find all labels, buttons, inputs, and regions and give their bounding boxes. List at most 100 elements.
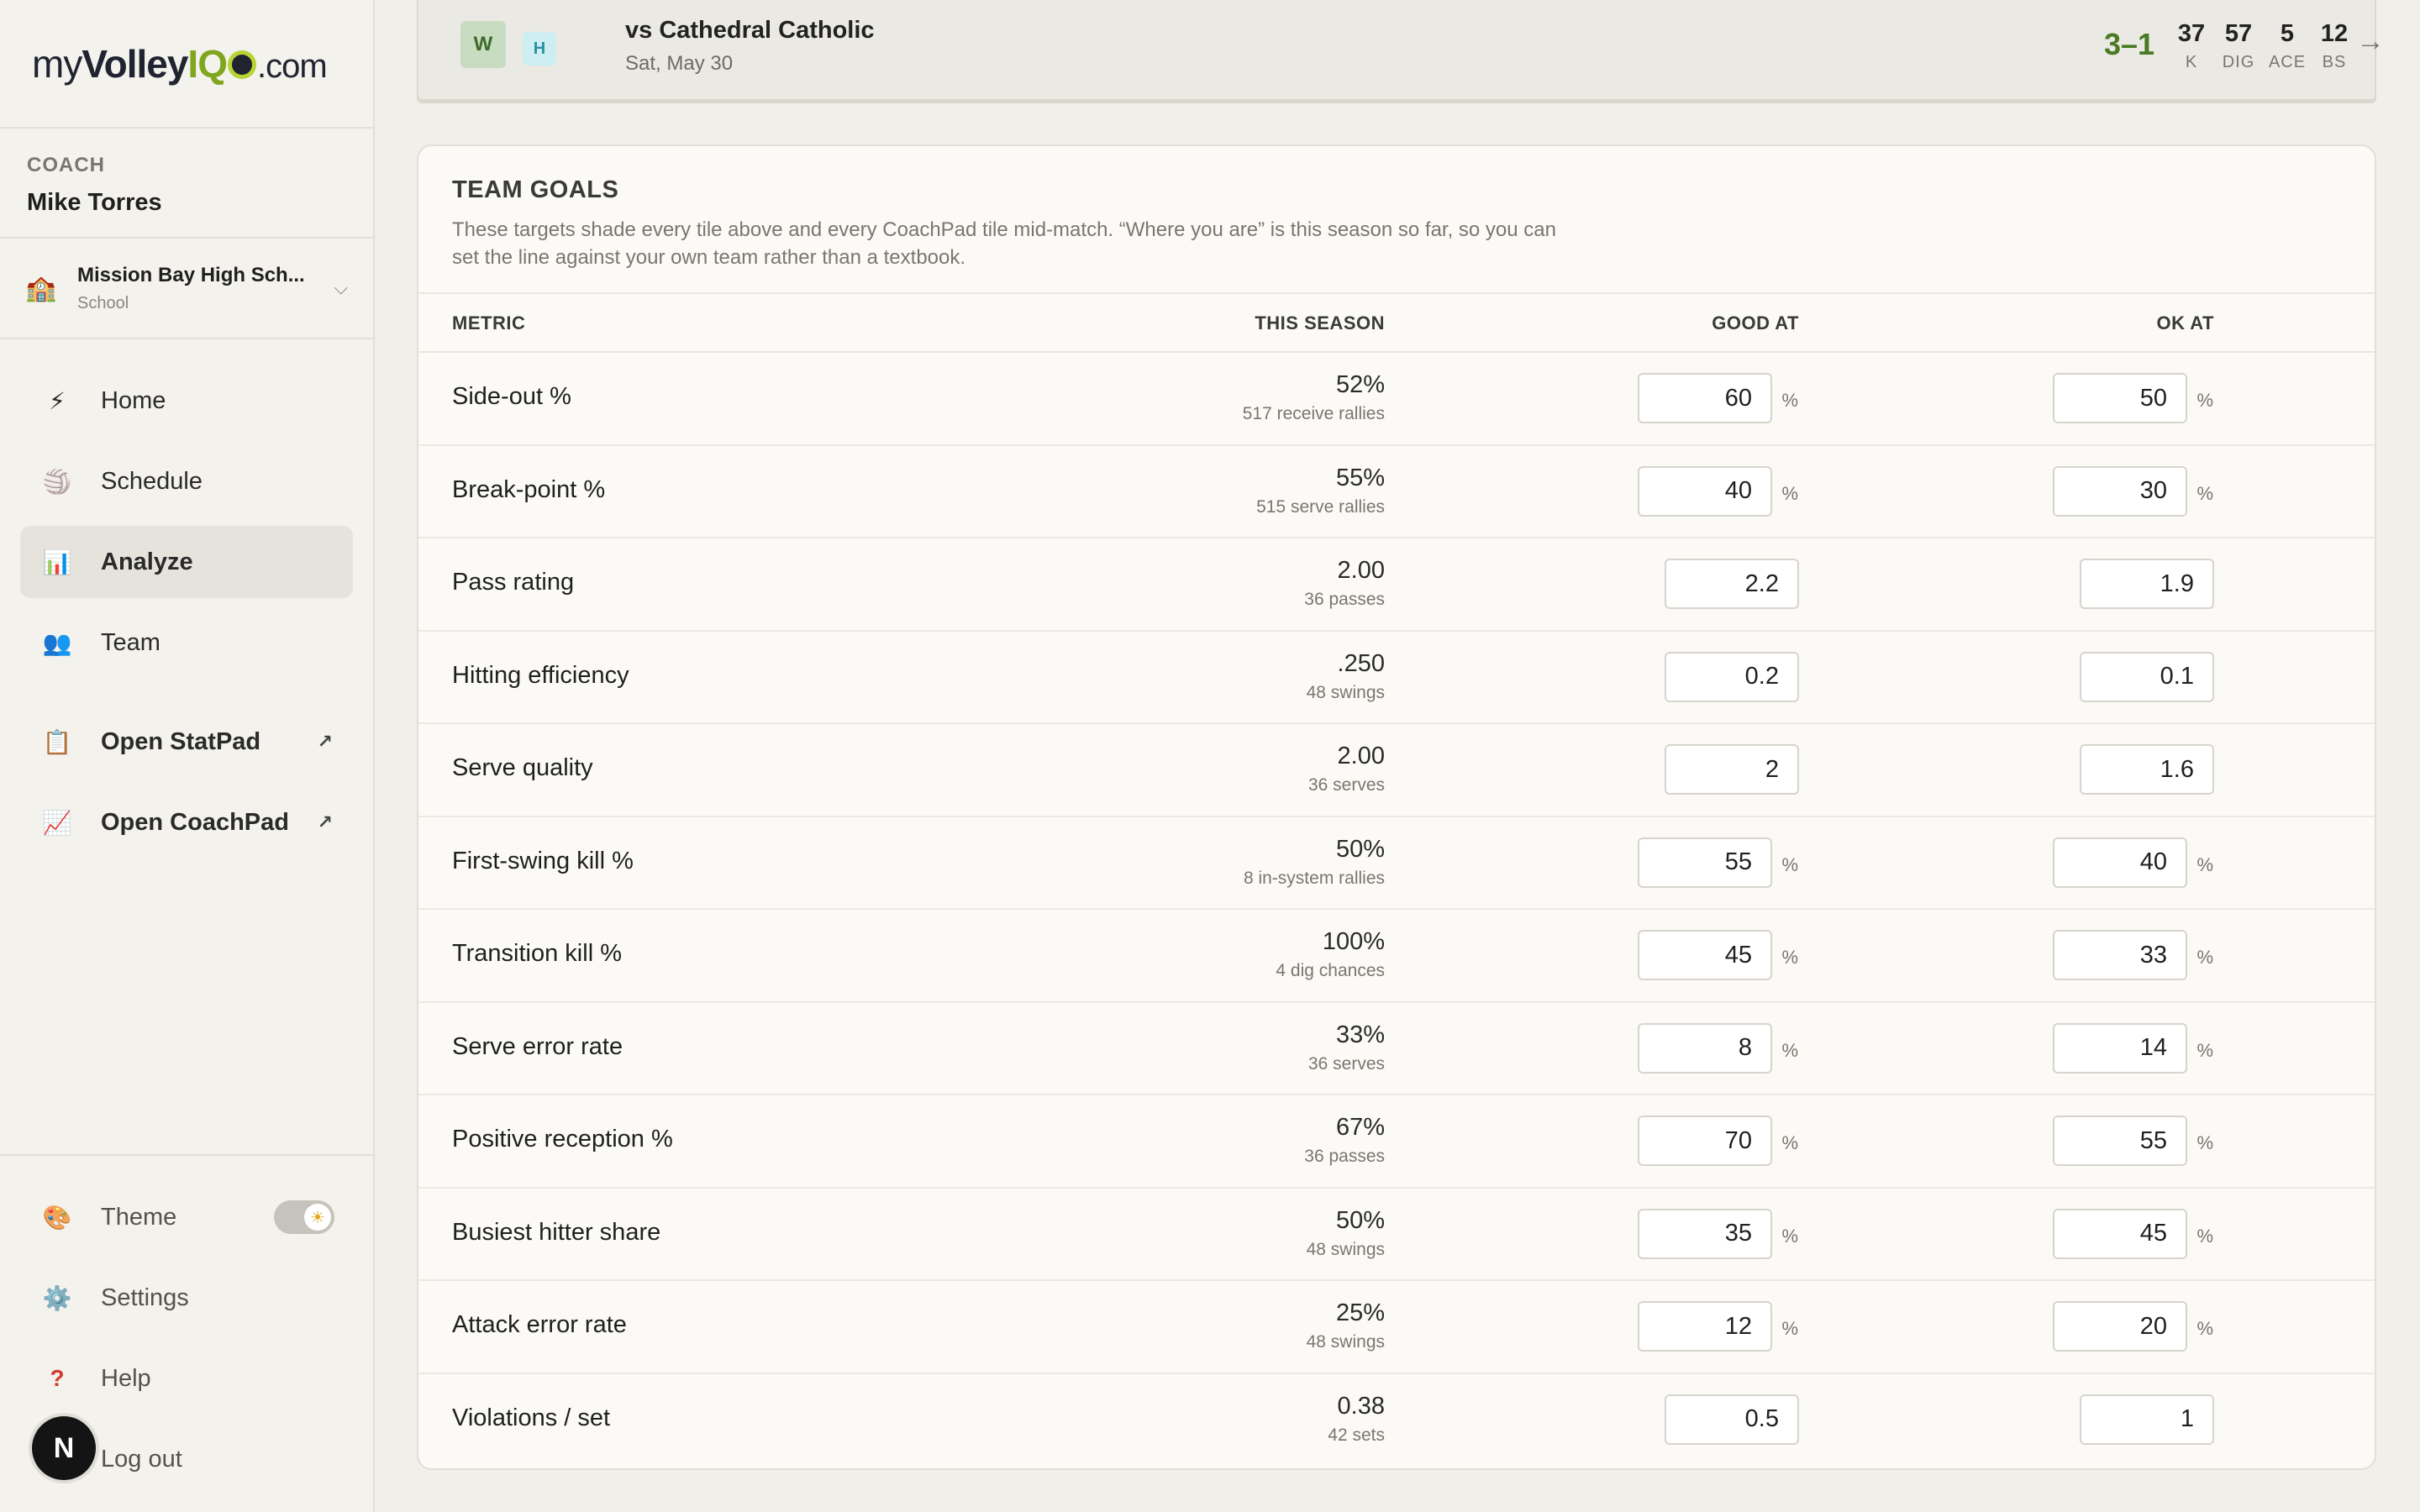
avatar[interactable]: N	[32, 1416, 96, 1480]
match-date: Sat, May 30	[625, 52, 734, 75]
match-summary-card[interactable]: W H vs Cathedral Catholic Sat, May 30 3–…	[417, 0, 2385, 101]
ok-at-input[interactable]	[2053, 930, 2187, 980]
good-at-input[interactable]	[1665, 651, 1799, 702]
ok-at-input[interactable]	[2053, 1116, 2187, 1166]
team-goals-title: TEAM GOALS	[452, 176, 619, 203]
ok-at-input[interactable]	[2080, 1394, 2214, 1445]
ok-at-input[interactable]	[2053, 837, 2187, 888]
ok-at-input[interactable]	[2080, 651, 2214, 702]
help-link[interactable]: ? Help	[20, 1342, 353, 1415]
metric-name: Hitting efficiency	[452, 661, 629, 689]
good-at-input[interactable]	[1665, 1394, 1799, 1445]
season-value: 25% 48 swings	[1306, 1299, 1385, 1352]
match-stat-digs: 57 DIG	[2222, 20, 2255, 71]
nav-item-label: Analyze	[101, 548, 193, 575]
chevron-down-icon: ⌵	[334, 277, 348, 298]
school-name: Mission Bay High Sch...	[77, 263, 305, 286]
metric-name: Positive reception %	[452, 1126, 673, 1152]
metric-name: Side-out %	[452, 383, 571, 410]
good-at-input[interactable]	[1638, 837, 1772, 888]
volleyball-logo-icon	[227, 50, 256, 79]
table-row: Serve error rate 33%36 serves%%	[418, 1003, 2375, 1095]
open-coachpad-link[interactable]: 📈 Open CoachPad ↗	[20, 786, 353, 858]
metric-name: Busiest hitter share	[452, 1218, 661, 1246]
match-score: 3–1	[2104, 27, 2155, 61]
home-badge: H	[523, 32, 556, 66]
good-at-input[interactable]	[1638, 373, 1772, 423]
lightning-icon: ⚡	[49, 387, 66, 414]
ok-at-input[interactable]	[2080, 559, 2214, 609]
good-at-input[interactable]	[1665, 744, 1799, 795]
ok-at-input[interactable]	[2053, 465, 2187, 517]
percent-unit: %	[2196, 390, 2213, 411]
ok-at-input[interactable]	[2053, 1301, 2187, 1352]
good-at-input[interactable]	[1638, 930, 1772, 980]
theme-toggle[interactable]: ☀	[274, 1200, 334, 1234]
percent-unit: %	[2196, 482, 2213, 504]
team-goals-header: TEAM GOALS These targets shade every til…	[418, 146, 2375, 294]
column-header-good: GOOD AT	[1712, 312, 1799, 333]
ok-at-input[interactable]	[2053, 1208, 2187, 1259]
percent-unit: %	[1781, 947, 1798, 968]
settings-link[interactable]: ⚙️ Settings	[20, 1262, 353, 1334]
nav-item-label: Schedule	[101, 467, 203, 495]
metric-name: Violations / set	[452, 1404, 611, 1431]
nav-item-analyze[interactable]: 📊 Analyze	[20, 526, 353, 598]
column-header-season: THIS SEASON	[1255, 312, 1385, 333]
good-at-input[interactable]	[1638, 1301, 1772, 1352]
metric-name: Transition kill %	[452, 940, 622, 967]
season-value: 33% 36 serves	[1307, 1021, 1385, 1074]
nav-item-schedule[interactable]: 🏐 Schedule	[20, 445, 353, 517]
percent-unit: %	[2196, 1318, 2213, 1339]
season-value: 2.00 36 passes	[1304, 557, 1385, 609]
theme-label: Theme	[101, 1203, 177, 1231]
table-row: Hitting efficiency .250 48 swings	[418, 632, 2375, 724]
logout-label: Log out	[101, 1445, 182, 1473]
logo[interactable]: my Volley I Q .com	[32, 41, 328, 86]
sun-icon: ☀	[304, 1204, 331, 1231]
metric-name: Pass rating	[452, 569, 575, 596]
school-selector[interactable]: 🏫 Mission Bay High Sch... School ⌵	[0, 239, 373, 339]
season-value: 67% 36 passes	[1304, 1114, 1385, 1166]
coach-info: COACH Mike Torres	[0, 129, 373, 239]
percent-unit: %	[1781, 1318, 1798, 1339]
season-value: 50% 48 swings	[1306, 1206, 1385, 1259]
good-at-input[interactable]	[1638, 1116, 1772, 1166]
goals-table-body: Side-out %52%517 receive rallies%%Break-…	[418, 353, 2375, 1467]
nav-item-team[interactable]: 👥 Team	[20, 606, 353, 679]
team-goals-description: These targets shade every tile above and…	[452, 218, 1556, 269]
table-row: Violations / set 0.38 42 sets	[418, 1374, 2375, 1467]
volleyball-icon: 🏐	[42, 468, 72, 495]
match-stat-kills: 37 K	[2177, 20, 2206, 71]
logout-link[interactable]: Log out	[20, 1423, 353, 1495]
percent-unit: %	[2196, 1225, 2213, 1247]
percent-unit: %	[1781, 482, 1798, 504]
clipboard-icon: 📋	[42, 728, 72, 755]
percent-unit: %	[1781, 390, 1798, 411]
season-value: 52% 517 receive rallies	[1242, 371, 1385, 423]
main-nav: ⚡ Home 🏐 Schedule 📊 Analyze 👥 Team 📋 Ope…	[0, 339, 373, 858]
percent-unit: %	[2196, 1039, 2213, 1061]
percent-unit: %	[1781, 853, 1798, 875]
good-at-input[interactable]	[1638, 465, 1772, 517]
arrow-right-icon[interactable]: →	[2356, 25, 2385, 57]
good-at-input[interactable]	[1638, 1208, 1772, 1259]
ok-at-input[interactable]	[2080, 744, 2214, 795]
percent-unit: %	[2196, 947, 2213, 968]
open-statpad-link[interactable]: 📋 Open StatPad ↗	[20, 706, 353, 778]
question-icon: ?	[50, 1365, 65, 1391]
ok-at-input[interactable]	[2053, 373, 2187, 423]
table-row: Serve quality 2.00 36 serves	[418, 724, 2375, 817]
ok-at-input[interactable]	[2053, 1022, 2187, 1074]
good-at-input[interactable]	[1665, 559, 1799, 609]
season-value: .250 48 swings	[1306, 649, 1385, 702]
school-type: School	[77, 293, 129, 312]
theme-row: 🎨 Theme ☀	[20, 1181, 353, 1253]
percent-unit: %	[1781, 1039, 1798, 1061]
coach-name: Mike Torres	[27, 189, 162, 216]
table-row: Pass rating 2.00 36 passes	[418, 538, 2375, 632]
nav-item-home[interactable]: ⚡ Home	[20, 365, 353, 437]
season-value: 2.00 36 serves	[1307, 743, 1385, 795]
season-value: 100% 4 dig chances	[1276, 928, 1385, 980]
good-at-input[interactable]	[1638, 1022, 1772, 1074]
